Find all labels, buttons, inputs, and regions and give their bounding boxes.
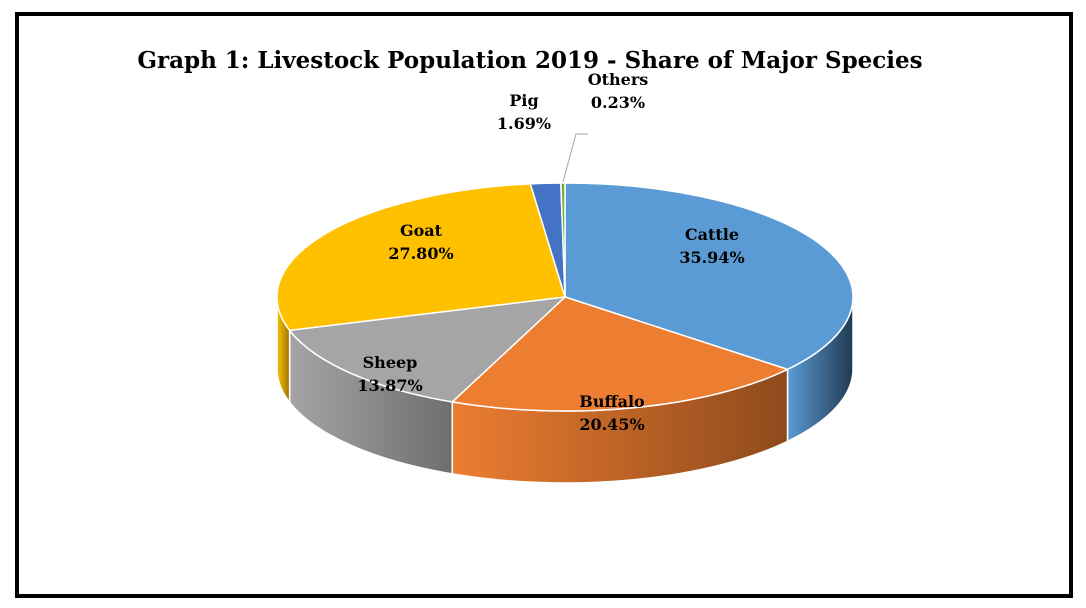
label-pig-value: 1.69% — [497, 114, 551, 133]
slice-goat — [276, 183, 566, 332]
label-cattle-value: 35.94% — [679, 248, 744, 267]
slice-cattle — [564, 182, 854, 371]
label-others-value: 0.23% — [591, 93, 645, 112]
slice-buffalo — [450, 296, 790, 412]
label-buffalo-name: Buffalo — [579, 392, 645, 411]
label-sheep-value: 13.87% — [357, 376, 422, 395]
label-others-name: Others — [588, 70, 649, 89]
label-buffalo-value: 20.45% — [579, 415, 644, 434]
slice-others — [560, 182, 566, 298]
label-goat-value: 27.80% — [388, 244, 453, 263]
slice-sheep — [288, 295, 568, 403]
chart-title: Graph 1: Livestock Population 2019 - Sha… — [137, 47, 923, 74]
label-sheep-name: Sheep — [363, 353, 418, 372]
label-pig-name: Pig — [509, 91, 538, 110]
others-leader-line — [562, 133, 588, 183]
label-cattle-name: Cattle — [685, 225, 739, 244]
label-goat-name: Goat — [400, 221, 443, 240]
